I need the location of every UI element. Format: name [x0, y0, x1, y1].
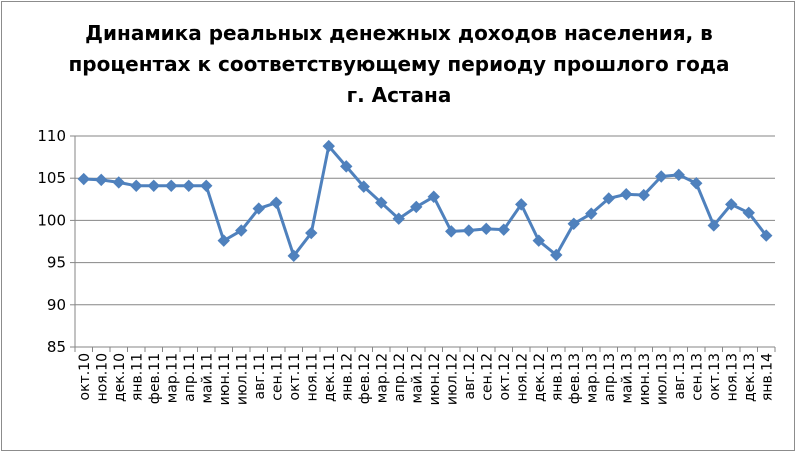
y-axis-tick-labels: 85 90 95 100 105 110 [37, 127, 66, 356]
x-tick-label: июл.11 [234, 353, 250, 405]
x-tick-label: янв.12 [339, 353, 355, 401]
data-point-фев.11 [147, 179, 160, 193]
x-tick-label: май.12 [409, 353, 425, 404]
data-point-сен.12 [480, 222, 493, 236]
data-point-дек.10 [112, 176, 125, 189]
x-tick-label: сен.11 [269, 353, 285, 401]
data-point-янв.14 [760, 229, 773, 242]
x-tick-label: июл.13 [654, 353, 670, 405]
x-tick-label: июн.12 [427, 353, 443, 405]
data-point-янв.13 [550, 248, 563, 262]
x-tick-label: ноя.11 [304, 353, 320, 401]
data-point-апр.13 [602, 192, 615, 205]
data-point-фев.12 [357, 180, 370, 193]
x-tick-label: авг.11 [252, 353, 268, 399]
data-point-ноя.10 [95, 173, 108, 187]
data-point-июн.12 [427, 190, 440, 203]
x-tick-label: дек.11 [322, 353, 338, 402]
x-tick-label: ноя.13 [724, 353, 740, 401]
y-tick-label: 100 [37, 211, 66, 229]
data-point-мар.13 [585, 207, 598, 220]
x-tick-label: фев.13 [567, 353, 583, 404]
data-point-июл.12 [445, 225, 458, 238]
x-tick-label: май.11 [199, 353, 215, 404]
data-point-дек.13 [742, 206, 755, 220]
y-tick-label: 110 [37, 127, 66, 145]
chart-title: Динамика реальных денежных доходов насел… [0, 18, 798, 111]
x-axis-tick-labels: окт.10 ноя.10 дек.10 янв.11 фев.11 мар.11 апр.… [77, 353, 776, 405]
x-tick-label: апр.12 [392, 353, 408, 402]
data-point-дек.12 [532, 234, 545, 247]
data-point-ноя.11 [305, 226, 318, 240]
data-point-ноя.13 [725, 198, 738, 211]
series-income-growth [77, 139, 773, 263]
data-point-окт.12 [497, 223, 510, 236]
data-point-май.11 [200, 179, 213, 193]
data-point-май.12 [410, 200, 423, 214]
x-tick-label: янв.11 [129, 353, 145, 401]
x-tick-label: апр.13 [602, 353, 618, 402]
data-point-апр.11 [182, 179, 195, 193]
data-point-июн.13 [637, 188, 650, 202]
data-point-сен.13 [690, 177, 703, 190]
x-tick-label: апр.11 [182, 353, 198, 402]
data-point-дек.11 [322, 139, 335, 153]
data-point-сен.11 [270, 196, 283, 209]
x-tick-label: дек.13 [742, 353, 758, 402]
data-point-апр.12 [392, 212, 405, 225]
x-tick-label: июл.12 [444, 353, 460, 405]
data-point-окт.13 [707, 219, 720, 232]
x-tick-label: сен.13 [689, 353, 705, 401]
x-tick-label: фев.12 [357, 353, 373, 404]
y-tick-label: 105 [37, 169, 66, 187]
data-point-июл.13 [655, 170, 668, 183]
axes [70, 135, 776, 352]
data-point-мар.12 [375, 196, 388, 209]
x-tick-label: мар.13 [584, 353, 600, 403]
data-point-окт.11 [287, 249, 300, 263]
x-tick-label: авг.13 [672, 353, 688, 399]
x-tick-label: май.13 [619, 353, 635, 404]
x-tick-label: фев.11 [147, 353, 163, 404]
x-tick-label: окт.10 [77, 353, 93, 400]
data-point-авг.12 [462, 224, 475, 237]
x-tick-label: окт.12 [497, 353, 513, 400]
data-point-фев.13 [567, 217, 580, 230]
x-tick-label: авг.12 [462, 353, 478, 399]
x-tick-label: июн.11 [217, 353, 233, 405]
x-tick-label: июн.13 [637, 353, 653, 405]
y-tick-label: 85 [47, 338, 66, 356]
x-tick-label: мар.12 [374, 353, 390, 403]
data-point-авг.13 [672, 168, 685, 182]
x-tick-label: сен.12 [479, 353, 495, 401]
x-tick-label: дек.10 [112, 353, 128, 402]
y-tick-label: 95 [47, 254, 66, 272]
x-tick-label: ноя.12 [514, 353, 530, 401]
data-point-май.13 [620, 188, 633, 201]
data-point-июн.11 [217, 234, 230, 247]
series-line [83, 144, 768, 258]
data-point-окт.10 [77, 172, 90, 186]
x-tick-label: янв.14 [759, 353, 775, 401]
gridlines [75, 135, 775, 348]
x-tick-label: окт.13 [707, 353, 723, 400]
data-point-авг.11 [252, 202, 265, 215]
data-point-янв.12 [340, 160, 353, 173]
x-tick-label: ноя.10 [94, 353, 110, 401]
chart-title-line-1: Динамика реальных денежных доходов насел… [85, 21, 713, 45]
data-point-ноя.12 [515, 198, 528, 211]
data-point-июл.11 [235, 224, 248, 237]
x-tick-label: окт.11 [287, 353, 303, 400]
x-tick-label: дек.12 [532, 353, 548, 402]
chart-title-line-2: процентах к соответствующему периоду про… [68, 52, 730, 76]
data-point-мар.11 [165, 179, 178, 193]
y-tick-label: 90 [47, 296, 66, 314]
x-tick-label: янв.13 [549, 353, 565, 401]
x-tick-label: мар.11 [164, 353, 180, 403]
chart-title-line-3: г. Астана [346, 83, 452, 107]
data-point-янв.11 [130, 179, 143, 193]
